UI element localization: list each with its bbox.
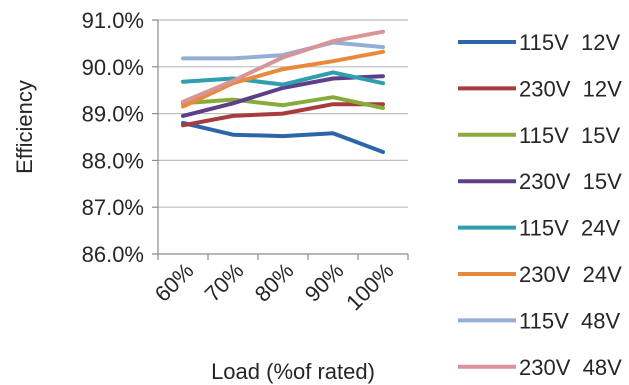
- x-axis-title: Load (%of rated): [211, 359, 375, 384]
- x-tick-label: 90%: [300, 258, 349, 307]
- legend-label: 230V 24V: [519, 262, 622, 287]
- legend-label: 115V 48V: [519, 308, 620, 333]
- legend-label: 230V 15V: [519, 169, 622, 194]
- legend-label: 230V 48V: [519, 355, 622, 380]
- y-tick-label: 86.0%: [82, 242, 144, 267]
- y-tick-label: 88.0%: [82, 148, 144, 173]
- y-tick-label: 90.0%: [82, 55, 144, 80]
- x-tick-label: 80%: [250, 258, 299, 307]
- y-tick-labels: 86.0% 87.0% 88.0% 89.0% 90.0% 91.0%: [82, 8, 144, 267]
- legend-label: 230V 12V: [519, 76, 622, 101]
- legend-label: 115V 12V: [519, 30, 620, 55]
- axes: [152, 19, 409, 260]
- legend: 115V 12V 230V 12V 115V 15V 230V 15V 115V 24V…: [458, 30, 622, 380]
- y-tick-label: 89.0%: [82, 102, 144, 127]
- x-tick-label: 70%: [200, 258, 249, 307]
- y-axis-title: Efficiency: [12, 80, 37, 174]
- series-line: [181, 49, 385, 109]
- series-line: [181, 102, 385, 128]
- legend-label: 115V 15V: [519, 123, 620, 148]
- x-tick-labels: 60% 70% 80% 90%100%: [150, 258, 399, 315]
- series-line: [181, 95, 385, 110]
- x-tick-label: 60%: [150, 258, 199, 307]
- series-line: [181, 40, 385, 61]
- series-lines: [181, 29, 385, 154]
- y-tick-label: 91.0%: [82, 8, 144, 33]
- series-line: [181, 121, 385, 154]
- legend-label: 115V 24V: [519, 216, 620, 241]
- x-tick-label: 100%: [341, 258, 398, 315]
- series-line: [181, 70, 385, 87]
- series-line: [181, 29, 385, 104]
- y-tick-label: 87.0%: [82, 195, 144, 220]
- series-line: [181, 74, 385, 118]
